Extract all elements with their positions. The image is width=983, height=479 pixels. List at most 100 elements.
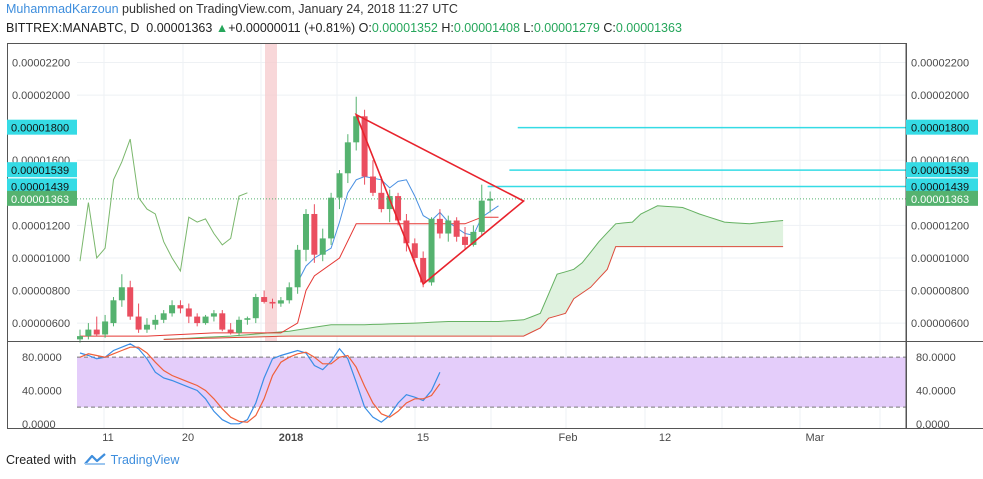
candle-body: [487, 198, 494, 201]
candle-body: [202, 316, 209, 324]
left-price-tick: 0.00000800: [12, 286, 70, 298]
candle-body: [369, 176, 376, 193]
left-price-tick: 0.00001000: [12, 253, 70, 265]
time-tick: 20: [182, 432, 194, 444]
candle-body: [445, 220, 452, 234]
right-price-tick: 0.00001200: [911, 220, 969, 232]
right-osc-tick: 40.0000: [916, 386, 956, 398]
open-label: O:: [358, 21, 372, 35]
price-change: +0.00000011 (+0.81%): [228, 21, 356, 35]
left-price-tick: 0.00002200: [12, 58, 70, 70]
author-link[interactable]: MuhammadKarzoun: [6, 2, 119, 16]
left-price-tag-label: 0.00001439: [11, 181, 69, 193]
candle-body: [328, 197, 335, 239]
candle-body: [143, 324, 150, 330]
candle-body: [453, 220, 460, 237]
tradingview-link[interactable]: TradingView: [110, 453, 180, 467]
candle-body: [236, 319, 243, 333]
time-tick: 15: [417, 432, 429, 444]
stoch-d-line: [79, 346, 441, 423]
stoch-band: [77, 357, 906, 408]
candle-body: [135, 316, 142, 330]
time-tick: Mar: [806, 432, 825, 444]
left-price-tick: 0.00001200: [12, 220, 70, 232]
left-price-tag: [7, 119, 77, 135]
right-price-tag: [906, 162, 978, 178]
low-value: 0.00001279: [533, 21, 600, 35]
created-with-text: Created with: [6, 453, 77, 467]
last-price: 0.00001363: [146, 21, 213, 35]
right-price-tag: [906, 178, 978, 194]
symbol-label: BITTREX:MANABTC, D: [6, 21, 140, 35]
candle-body: [420, 257, 427, 283]
left-price-tick: 0.00002000: [12, 90, 70, 102]
triangle-pattern: [354, 113, 526, 286]
candle-body: [378, 192, 385, 210]
tradingview-logo-icon: [84, 453, 106, 465]
lagging-span: [79, 138, 248, 273]
candle-body: [277, 300, 284, 304]
candle-body: [85, 329, 92, 337]
left-price-tag-label: 0.00001363: [11, 194, 69, 206]
time-tick: Feb: [559, 432, 578, 444]
left-price-tick: 0.00000600: [12, 318, 70, 330]
right-price-tick: 0.00000800: [911, 286, 969, 298]
time-tick: 11: [102, 432, 113, 444]
left-price-tag: [7, 190, 77, 206]
candle-body: [227, 329, 234, 333]
candle-body: [478, 200, 485, 232]
candle-body: [319, 238, 326, 255]
candle-body: [286, 287, 293, 301]
candle-body: [160, 313, 167, 320]
high-label: H:: [441, 21, 454, 35]
candle-body: [185, 308, 192, 317]
candle-body: [386, 196, 393, 210]
left-price-tag-label: 0.00001539: [11, 165, 69, 177]
candle-body: [152, 319, 159, 325]
left-price-tag: [7, 162, 77, 178]
candle-body: [403, 220, 410, 244]
candle-body: [470, 231, 477, 245]
left-osc-tick: 40.0000: [22, 386, 62, 398]
right-price-tick: 0.00000600: [911, 318, 969, 330]
time-tick: 2018: [279, 432, 303, 444]
low-label: L:: [523, 21, 534, 35]
publish-text: published on TradingView.com, January 24…: [118, 2, 458, 16]
candle-body: [344, 142, 351, 174]
candle-body: [311, 213, 318, 255]
candle-body: [395, 196, 402, 221]
candle-body: [194, 316, 201, 324]
candle-body: [93, 329, 100, 335]
right-price-tag: [906, 190, 978, 206]
close-label: C:: [603, 21, 616, 35]
high-value: 0.00001408: [453, 21, 520, 35]
highlight-column: [265, 43, 277, 341]
candle-body: [169, 305, 176, 314]
right-price-tag-label: 0.00001800: [911, 123, 969, 135]
candle-body: [77, 336, 83, 340]
candle-body: [294, 249, 301, 288]
candle-body: [177, 305, 184, 309]
candle-body: [118, 287, 125, 301]
leading-span-b: [163, 246, 784, 340]
left-price-tag: [7, 178, 77, 194]
publish-info: MuhammadKarzoun published on TradingView…: [6, 2, 458, 16]
right-osc-tick: 0.0000: [916, 419, 950, 431]
candle-body: [244, 318, 251, 320]
candle-body: [436, 218, 443, 234]
right-price-tag: [906, 119, 978, 135]
candle-body: [102, 321, 109, 335]
candle-body: [411, 243, 418, 258]
right-price-tick: 0.00002000: [911, 90, 969, 102]
candle-body: [269, 301, 276, 304]
left-osc-tick: 0.0000: [22, 419, 56, 431]
candle-body: [361, 116, 368, 177]
up-arrow-icon: ▲: [215, 21, 229, 35]
time-tick: 12: [659, 432, 671, 444]
right-price-tick: 0.00001000: [911, 253, 969, 265]
right-price-tag-label: 0.00001363: [911, 194, 969, 206]
left-price-tag-label: 0.00001800: [11, 123, 69, 135]
candle-body: [210, 313, 217, 317]
stoch-k-line: [79, 343, 441, 425]
